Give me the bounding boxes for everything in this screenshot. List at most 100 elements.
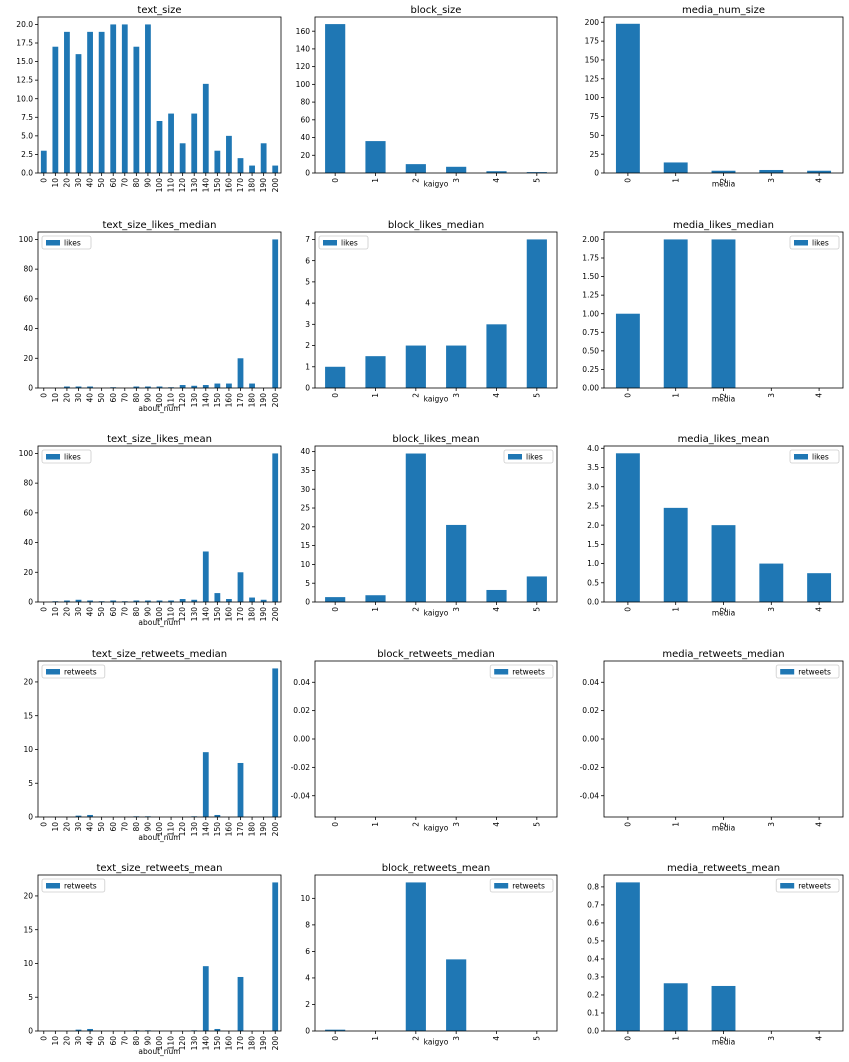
bar bbox=[446, 166, 467, 173]
axes-frame bbox=[314, 231, 558, 389]
bar bbox=[214, 1028, 221, 1031]
bar bbox=[237, 762, 244, 817]
legend-label: retweets bbox=[798, 882, 831, 891]
chart-title: block_retweets_mean bbox=[382, 863, 490, 874]
bar bbox=[75, 386, 82, 388]
chart-panel-media-retweets-median: media_retweets_median -0.04 -0.02 0.00 0.02 0… bbox=[580, 649, 844, 833]
x-tick-label: 130 bbox=[190, 393, 199, 408]
x-tick-label: 100 bbox=[155, 178, 164, 193]
x-tick-label: 60 bbox=[109, 1036, 118, 1046]
x-tick-label: 110 bbox=[167, 822, 176, 837]
bar bbox=[272, 165, 279, 173]
bar bbox=[615, 23, 640, 173]
x-tick-label: 1 bbox=[671, 178, 680, 183]
x-tick-label: 3 bbox=[767, 1036, 776, 1041]
y-tick-label: -0.04 bbox=[580, 791, 600, 800]
legend-label: retweets bbox=[512, 668, 545, 677]
y-tick-label: 0.02 bbox=[293, 706, 310, 715]
y-tick-label: 10 bbox=[300, 560, 310, 569]
bar bbox=[260, 599, 267, 602]
bar bbox=[446, 959, 467, 1031]
legend-swatch bbox=[46, 454, 60, 460]
x-tick-label: 4 bbox=[815, 1036, 824, 1041]
chart-title: text_size_likes_median bbox=[103, 220, 217, 231]
y-tick-label: 25 bbox=[589, 150, 599, 159]
legend-box bbox=[318, 235, 369, 250]
x-tick-label: 180 bbox=[248, 1036, 257, 1051]
y-tick-label: 5 bbox=[305, 579, 310, 588]
bar bbox=[237, 572, 244, 602]
x-tick-label: 140 bbox=[201, 178, 210, 193]
axes-frame bbox=[314, 16, 558, 174]
x-tick-label: 30 bbox=[74, 822, 83, 832]
bar bbox=[663, 239, 688, 388]
legend-label: retweets bbox=[64, 882, 97, 891]
y-tick-label: 1.25 bbox=[582, 291, 599, 300]
x-axis-label: media bbox=[712, 180, 735, 189]
y-tick-label: 35 bbox=[300, 466, 310, 475]
x-tick-label: 3 bbox=[767, 178, 776, 183]
legend: retweets bbox=[489, 664, 554, 679]
bar bbox=[40, 150, 47, 173]
y-tick-label: 0.7 bbox=[587, 901, 599, 910]
y-tick-label: 0.0 bbox=[587, 1027, 599, 1036]
bar bbox=[365, 356, 386, 388]
bar bbox=[191, 113, 198, 173]
x-tick-label: 20 bbox=[63, 822, 72, 832]
x-tick-label: 0 bbox=[39, 178, 48, 183]
legend-label: likes bbox=[341, 239, 358, 248]
x-tick-label: 0 bbox=[331, 1036, 340, 1041]
legend-swatch bbox=[46, 240, 60, 246]
x-tick-label: 200 bbox=[271, 607, 280, 622]
x-tick-label: 80 bbox=[132, 393, 141, 403]
legend-box bbox=[775, 664, 840, 679]
legend-label: likes bbox=[812, 239, 829, 248]
x-tick-label: 0 bbox=[39, 607, 48, 612]
bar bbox=[405, 882, 426, 1031]
x-tick-label: 170 bbox=[236, 393, 245, 408]
x-tick-label: 130 bbox=[190, 1036, 199, 1051]
chart-title: media_likes_mean bbox=[678, 434, 770, 445]
x-tick-label: 2 bbox=[411, 607, 420, 612]
bar bbox=[75, 599, 82, 602]
x-tick-label: 2 bbox=[719, 1036, 728, 1041]
bar bbox=[87, 600, 93, 602]
y-tick-label: 0 bbox=[28, 1027, 33, 1036]
legend: retweets bbox=[489, 878, 554, 893]
x-tick-label: 130 bbox=[190, 822, 199, 837]
legend-label: likes bbox=[526, 453, 543, 462]
bar bbox=[711, 170, 736, 173]
x-tick-label: 4 bbox=[815, 393, 824, 398]
y-tick-label: 0.00 bbox=[293, 735, 310, 744]
y-tick-label: 3.5 bbox=[587, 463, 599, 472]
x-tick-label: 90 bbox=[144, 822, 153, 832]
bar bbox=[179, 385, 186, 388]
legend-swatch bbox=[508, 454, 522, 460]
chart-title: block_likes_mean bbox=[392, 434, 479, 445]
x-tick-label: 130 bbox=[190, 178, 199, 193]
y-tick-label: 8 bbox=[305, 920, 310, 929]
x-tick-label: 180 bbox=[248, 607, 257, 622]
y-tick-label: 75 bbox=[589, 112, 599, 121]
bar bbox=[663, 983, 688, 1031]
bar bbox=[615, 453, 640, 602]
x-tick-label: 170 bbox=[236, 607, 245, 622]
x-tick-label: 5 bbox=[532, 607, 541, 612]
y-tick-label: 0 bbox=[28, 598, 33, 607]
bar bbox=[663, 507, 688, 602]
x-tick-label: 0 bbox=[624, 607, 633, 612]
y-tick-label: -0.04 bbox=[291, 791, 311, 800]
x-tick-label: 190 bbox=[259, 822, 268, 837]
x-tick-label: 100 bbox=[155, 393, 164, 408]
x-tick-label: 4 bbox=[492, 393, 501, 398]
y-tick-label: 100 bbox=[585, 93, 600, 102]
axes-frame bbox=[37, 660, 282, 818]
x-axis-label: about_num bbox=[138, 833, 180, 842]
bar bbox=[52, 46, 59, 173]
x-tick-label: 140 bbox=[201, 607, 210, 622]
y-tick-label: 0.2 bbox=[587, 991, 599, 1000]
bar bbox=[214, 814, 221, 817]
x-tick-label: 70 bbox=[120, 1036, 129, 1046]
bar bbox=[272, 668, 279, 817]
